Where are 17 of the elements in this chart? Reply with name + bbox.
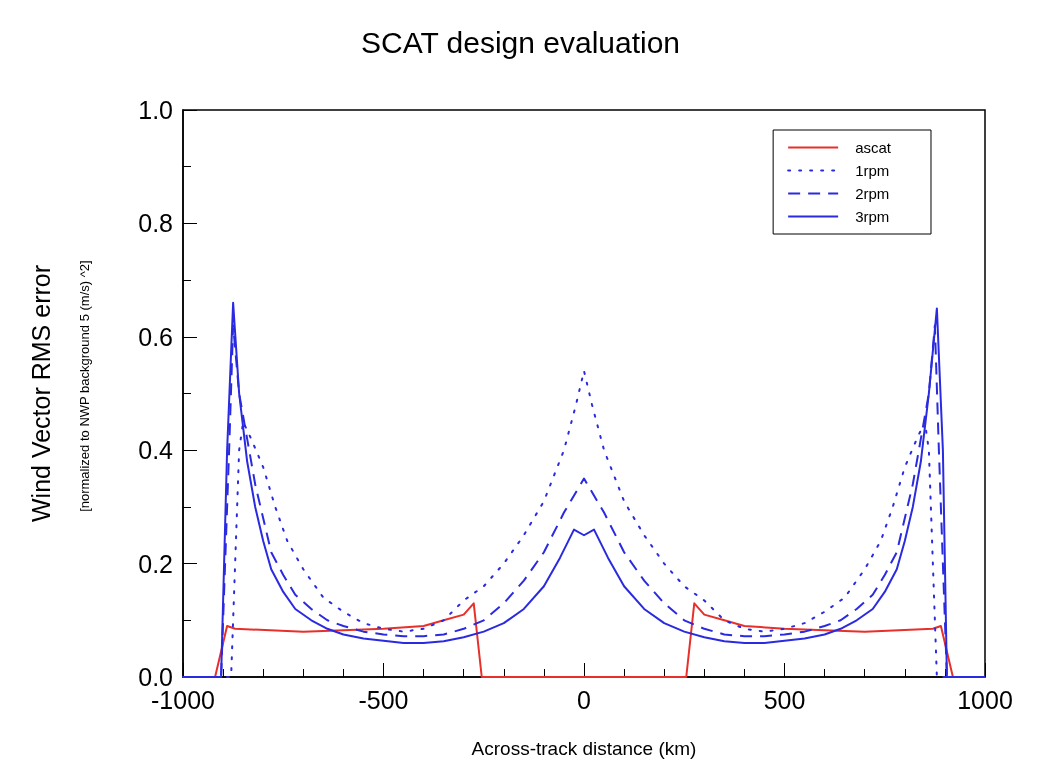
x-axis-title: Across-track distance (km) — [471, 738, 697, 759]
y-tick-label: 0.4 — [138, 436, 174, 465]
x-tick-label: -500 — [358, 685, 409, 714]
legend-label: ascat — [855, 139, 892, 156]
y-tick-label: 0.6 — [138, 322, 173, 351]
x-tick-label: 500 — [763, 685, 806, 714]
y-tick-label: 0.2 — [138, 549, 173, 578]
x-tick-label: 1000 — [957, 685, 1013, 714]
x-tick-label: 0 — [577, 685, 591, 714]
y-tick-label: 1.0 — [138, 96, 173, 124]
y-tick-label: 0.8 — [138, 209, 173, 238]
y-axis-title: Wind Vector RMS error — [26, 264, 55, 523]
legend-label: 1rpm — [855, 162, 890, 179]
text: [normalized to NWP background 5 (m/s) ^2] — [77, 260, 92, 512]
legend-label: 3rpm — [855, 208, 890, 225]
legend-label: 2rpm — [855, 185, 890, 202]
chart-title: SCAT design evaluation — [360, 25, 681, 59]
